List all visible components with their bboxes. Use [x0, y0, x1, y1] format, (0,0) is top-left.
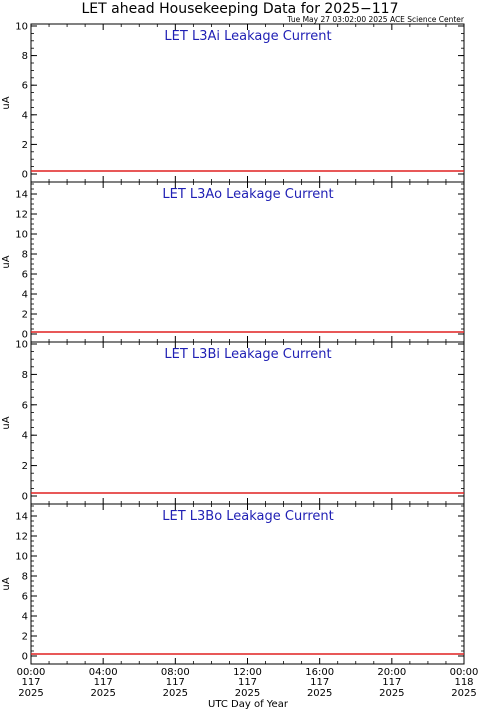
y-tick-label: 2 [22, 310, 28, 321]
y-tick-label: 6 [22, 81, 28, 92]
x-tick-doy: 117 [166, 677, 185, 688]
y-tick-label: 8 [22, 250, 28, 261]
y-axis-label: uA [1, 96, 12, 109]
panel-frame [30, 503, 465, 665]
panel-title: LET L3Ao Leakage Current [162, 187, 333, 202]
y-tick-label: 10 [15, 552, 28, 563]
x-tick-year: 2025 [235, 688, 260, 699]
y-tick-label: 0 [22, 492, 28, 503]
y-tick-label: 0 [22, 330, 28, 341]
x-tick-year: 2025 [18, 688, 43, 699]
y-tick-label: 8 [22, 572, 28, 583]
x-tick-year: 2025 [90, 688, 115, 699]
panel-title: LET L3Bo Leakage Current [162, 509, 334, 524]
x-tick-time: 00:00 [17, 667, 46, 678]
x-tick-doy: 117 [94, 677, 113, 688]
y-tick-label: 0 [22, 170, 28, 181]
x-tick-time: 00:00 [450, 667, 479, 678]
y-tick-label: 6 [22, 270, 28, 281]
x-tick-doy: 118 [454, 677, 473, 688]
x-axis-title: UTC Day of Year [208, 699, 289, 710]
panels-group: 0 2 4 6 8 10 uA LET L3Ai Leakage Current 0 2 4 6 8 10… [1, 22, 465, 665]
y-tick-label: 2 [22, 632, 28, 643]
y-tick-label: 10 [15, 230, 28, 241]
y-tick-label: 4 [22, 431, 28, 442]
y-tick-label: 8 [22, 51, 28, 62]
x-tick-year: 2025 [307, 688, 332, 699]
panel-frame [30, 23, 465, 183]
y-tick-label: 14 [15, 512, 28, 523]
y-axis-label: uA [1, 416, 12, 429]
x-tick-year: 2025 [379, 688, 404, 699]
panel-2: 0 2 4 6 8 10 12 14 uA LET L3Ao Leakage Current [1, 181, 465, 343]
y-tick-label: 0 [22, 652, 28, 663]
x-tick-time: 20:00 [377, 667, 406, 678]
y-tick-label: 2 [22, 140, 28, 151]
x-tick-doy: 117 [310, 677, 329, 688]
y-tick-label: 14 [15, 190, 28, 201]
x-tick-time: 04:00 [89, 667, 118, 678]
x-tick-time: 08:00 [161, 667, 190, 678]
y-tick-label: 12 [15, 532, 28, 543]
panel-4: 0 2 4 6 8 10 12 14 uA LET L3Bo Leakage Current [1, 503, 465, 665]
y-tick-label: 6 [22, 400, 28, 411]
y-axis-label: uA [1, 577, 12, 590]
y-axis-label: uA [1, 255, 12, 268]
x-tick-doy: 117 [382, 677, 401, 688]
y-tick-label: 2 [22, 461, 28, 472]
timestamp-label: Tue May 27 03:02:00 2025 ACE Science Cen… [286, 15, 465, 24]
panel-1: 0 2 4 6 8 10 uA LET L3Ai Leakage Current [1, 22, 465, 183]
x-tick-doy: 117 [21, 677, 40, 688]
panel-frame [30, 181, 465, 343]
x-tick-doy: 117 [238, 677, 257, 688]
y-tick-label: 10 [15, 22, 28, 33]
y-tick-label: 10 [15, 340, 28, 351]
x-tick-year: 2025 [451, 688, 476, 699]
y-tick-label: 4 [22, 110, 28, 121]
y-tick-label: 12 [15, 210, 28, 221]
figure-title: LET ahead Housekeeping Data for 2025−117 [82, 1, 399, 17]
x-tick-time: 12:00 [233, 667, 262, 678]
y-tick-label: 4 [22, 612, 28, 623]
y-tick-label: 4 [22, 290, 28, 301]
panel-title: LET L3Ai Leakage Current [164, 29, 331, 44]
x-tick-year: 2025 [163, 688, 188, 699]
panel-frame [30, 341, 465, 505]
y-tick-label: 8 [22, 370, 28, 381]
panel-title: LET L3Bi Leakage Current [164, 347, 331, 362]
x-tick-time: 16:00 [305, 667, 334, 678]
x-axis-labels: 00:00117202504:00117202508:00117202512:0… [17, 667, 479, 699]
panel-3: 0 2 4 6 8 10 uA LET L3Bi Leakage Current [1, 340, 465, 505]
y-tick-label: 6 [22, 592, 28, 603]
